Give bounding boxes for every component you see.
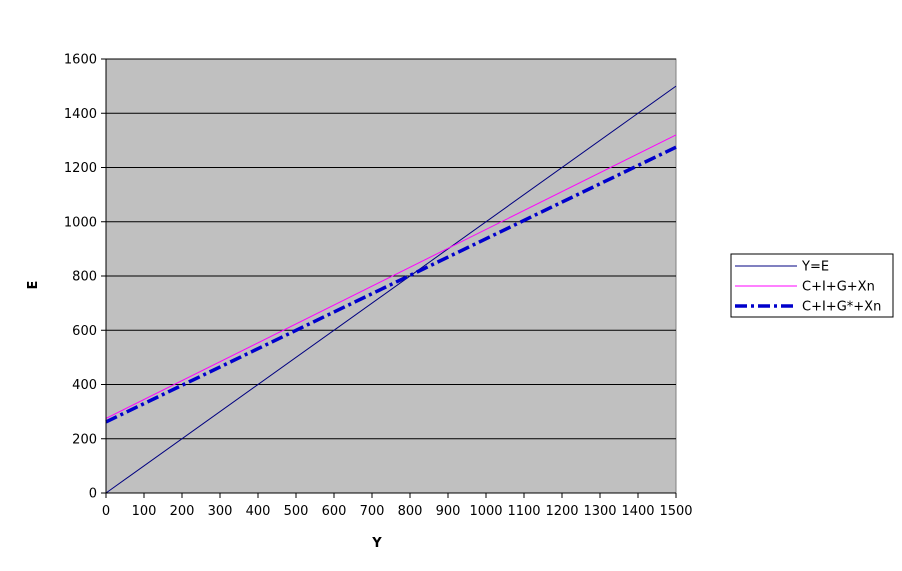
y-axis-ticks: 0 200 400 600 800 1000 1200 1400 1600	[64, 53, 106, 502]
x-tick-label-2: 200	[170, 504, 195, 519]
series-line-2	[105, 145, 677, 424]
x-tick-label-4: 400	[246, 504, 271, 519]
x-tick-label-14: 1400	[621, 504, 654, 519]
y-tick-label-3: 600	[72, 324, 97, 339]
y-tick-label-4: 800	[72, 270, 97, 285]
y-tick-label-5: 1000	[64, 215, 97, 230]
x-tick-label-10: 1000	[469, 504, 502, 519]
series-line-1	[105, 134, 677, 419]
x-tick-label-8: 800	[398, 504, 423, 519]
legend-label-1: C+I+G+Xn	[802, 280, 875, 295]
series-line-0	[105, 85, 677, 494]
x-tick-label-15: 1500	[659, 504, 692, 519]
y-tick-label-8: 1600	[64, 53, 97, 68]
legend-label-0: Y=E	[801, 260, 829, 275]
x-tick-label-11: 1100	[507, 504, 540, 519]
y-tick-label-7: 1400	[64, 107, 97, 122]
x-tick-label-5: 500	[284, 504, 309, 519]
x-tick-label-13: 1300	[583, 504, 616, 519]
x-tick-label-6: 600	[322, 504, 347, 519]
x-tick-label-12: 1200	[545, 504, 578, 519]
x-tick-label-3: 300	[208, 504, 233, 519]
x-tick-label-1: 100	[132, 504, 157, 519]
x-tick-label-9: 900	[436, 504, 461, 519]
y-tick-label-1: 200	[72, 432, 97, 447]
legend: Y=E C+I+G+Xn C+I+G*+Xn	[730, 253, 894, 318]
x-axis-ticks: 0 100 200 300 400 500 600 700 800 900 1000 1100 1200…	[102, 493, 693, 519]
y-tick-label-6: 1200	[64, 161, 97, 176]
x-axis-title: Y	[371, 536, 382, 551]
gridlines	[106, 58, 676, 440]
series-group	[105, 85, 677, 494]
x-tick-label-0: 0	[102, 504, 110, 519]
x-tick-label-7: 700	[360, 504, 385, 519]
y-tick-label-2: 400	[72, 378, 97, 393]
y-tick-label-0: 0	[89, 487, 97, 502]
legend-label-2: C+I+G*+Xn	[802, 300, 881, 315]
y-axis-title: E	[26, 281, 41, 290]
